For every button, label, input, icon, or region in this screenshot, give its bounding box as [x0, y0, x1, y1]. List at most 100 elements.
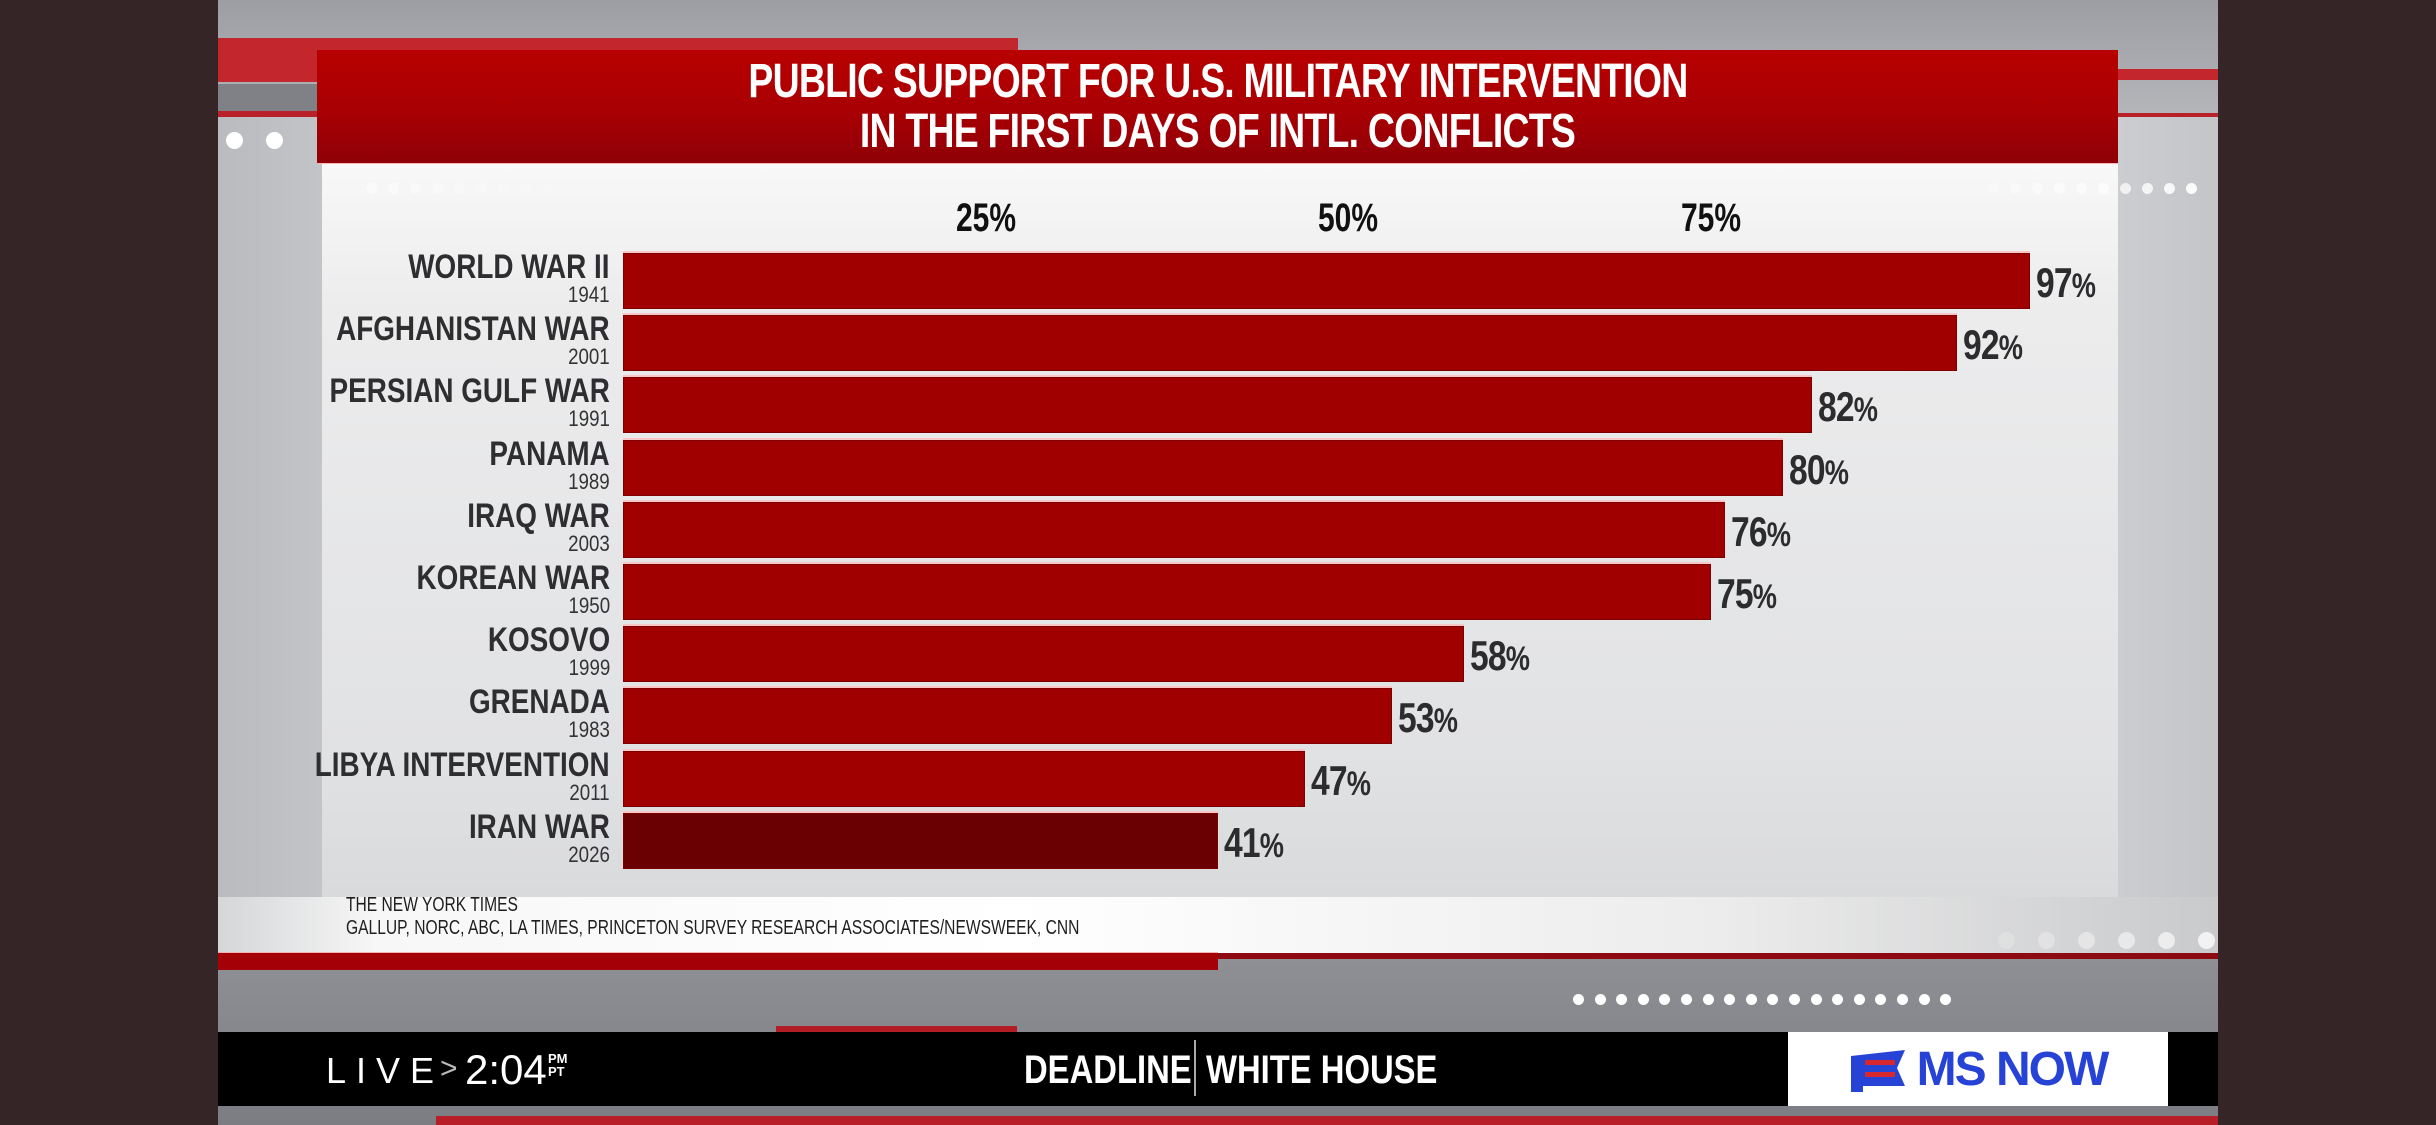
decor-dot: [2054, 183, 2065, 194]
source-band: [218, 897, 2218, 953]
category-label: AFGHANISTAN WAR 2001: [276, 312, 610, 368]
decor-dot: [2078, 932, 2095, 949]
bar: [623, 439, 1783, 496]
decor-dot: [266, 132, 283, 149]
value-suffix: %: [1433, 702, 1457, 741]
value-number: 76: [1731, 507, 1768, 555]
chart-title-line-1: PUBLIC SUPPORT FOR U.S. MILITARY INTERVE…: [747, 54, 1688, 108]
decor-dot: [1832, 994, 1844, 1005]
timezone-label: PT: [548, 1064, 565, 1079]
decor-dot: [542, 183, 553, 194]
category-year: 1991: [568, 406, 610, 432]
decor-dot: [432, 183, 443, 194]
decor-dot: [410, 183, 421, 194]
bar: [623, 750, 1305, 807]
decor-dot: [388, 183, 399, 194]
decor-dot: [2198, 932, 2215, 949]
broadcast-time: 2:04: [465, 1046, 547, 1093]
value-number: 80: [1789, 445, 1826, 493]
value-number: 58: [1470, 632, 1507, 680]
x-tick-label: 50%: [1317, 196, 1379, 240]
decor-dot: [2038, 932, 2055, 949]
value-suffix: %: [2071, 267, 2095, 305]
value-suffix: %: [1998, 329, 2023, 368]
value-number: 97: [2035, 259, 2073, 306]
decor-dot: [2186, 183, 2197, 194]
decor-dot: [2010, 183, 2021, 194]
value-suffix: %: [1505, 640, 1530, 679]
decor-dot: [2118, 932, 2135, 949]
category-year: 1983: [568, 717, 610, 743]
decor-dot: [1702, 994, 1714, 1005]
bar: [623, 812, 1218, 869]
decor-stripe: [436, 1116, 2218, 1125]
bar: [623, 564, 1711, 620]
value-label: 47%: [1310, 753, 1371, 812]
live-indicator: LIVE: [326, 1050, 445, 1091]
decor-dot: [1853, 994, 1865, 1005]
category-name: LIBYA INTERVENTION: [315, 745, 610, 784]
category-label: WORLD WAR II 1941: [364, 250, 610, 306]
category-name: WORLD WAR II: [408, 248, 610, 286]
value-label: 41%: [1224, 815, 1284, 874]
x-tick-label: 75%: [1680, 196, 1741, 240]
value-suffix: %: [1752, 578, 1776, 616]
category-label: IRAQ WAR 2003: [436, 499, 610, 555]
category-name: GRENADA: [469, 683, 610, 722]
decor-dot: [1998, 932, 2015, 949]
value-number: 47: [1310, 756, 1348, 804]
category-label: KOREAN WAR 1950: [374, 561, 610, 617]
value-label: 92%: [1963, 317, 2023, 376]
decor-dot: [1940, 994, 1952, 1005]
category-name: KOSOVO: [487, 621, 610, 660]
chart-title-line-2: IN THE FIRST DAYS OF INTL. CONFLICTS: [859, 104, 1576, 158]
decor-dot: [226, 132, 243, 149]
decor-dot: [2142, 183, 2153, 194]
bar: [623, 626, 1464, 683]
value-suffix: %: [1766, 515, 1791, 554]
value-label: 76%: [1731, 504, 1791, 563]
value-suffix: %: [1853, 391, 1878, 430]
decor-dot: [2076, 183, 2087, 194]
decor-dot: [1897, 994, 1908, 1005]
value-label: 97%: [2035, 255, 2096, 314]
decor-stripe: [2118, 113, 2218, 118]
decor-dot: [520, 183, 531, 194]
decor-dot: [2158, 932, 2175, 949]
category-name: KOREAN WAR: [416, 559, 610, 597]
category-label: IRAN WAR 2026: [438, 810, 610, 866]
source-line-2: GALLUP, NORC, ABC, LA TIMES, PRINCETON S…: [346, 917, 1080, 939]
decor-dot: [366, 183, 377, 194]
chevron-right-icon: >: [440, 1052, 458, 1085]
category-name: PANAMA: [489, 434, 610, 473]
decor-dot: [1659, 994, 1671, 1005]
bar: [623, 253, 2030, 309]
category-label: LIBYA INTERVENTION 2011: [250, 748, 610, 804]
decor-dot: [564, 183, 575, 194]
decor-dot: [1637, 994, 1649, 1005]
category-label: KOSOVO 1999: [461, 623, 610, 679]
category-year: 2003: [568, 530, 610, 556]
decor-dot: [1918, 994, 1930, 1005]
decor-dot: [2120, 183, 2131, 194]
decor-dot: [476, 183, 487, 194]
category-year: 2011: [569, 779, 610, 805]
decor-dot: [2032, 183, 2043, 194]
show-name-divider: [1194, 1040, 1196, 1096]
network-logo-text: MS NOW: [1916, 1042, 2110, 1096]
category-name: IRAN WAR: [469, 807, 610, 846]
bar: [623, 688, 1392, 745]
value-number: 82: [1818, 383, 1855, 431]
decor-dot: [1724, 994, 1736, 1005]
decor-dot: [454, 183, 465, 194]
decor-stripe: [218, 111, 318, 117]
bar: [623, 315, 1957, 372]
decor-dot: [1875, 994, 1887, 1005]
bar: [623, 377, 1812, 434]
decor-dot: [1789, 994, 1800, 1005]
decor-dot: [1767, 994, 1779, 1005]
network-logo: MS NOW: [1788, 1032, 2168, 1106]
value-number: 53: [1397, 694, 1435, 742]
x-tick-label: 25%: [955, 196, 1016, 240]
value-label: 80%: [1789, 442, 1849, 501]
